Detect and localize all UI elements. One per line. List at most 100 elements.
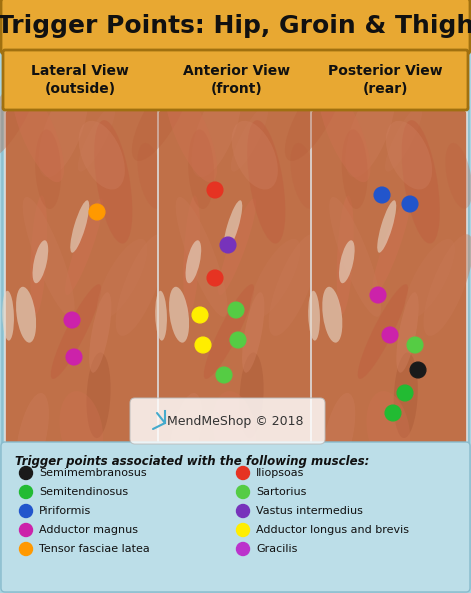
Circle shape: [236, 543, 250, 556]
Text: Adductor magnus: Adductor magnus: [39, 525, 138, 535]
Circle shape: [207, 270, 223, 286]
Ellipse shape: [132, 70, 190, 161]
Ellipse shape: [12, 81, 64, 182]
Ellipse shape: [0, 70, 37, 161]
Circle shape: [19, 524, 32, 537]
Ellipse shape: [176, 197, 227, 317]
Ellipse shape: [39, 81, 89, 177]
Ellipse shape: [155, 291, 167, 340]
Ellipse shape: [322, 393, 355, 479]
Ellipse shape: [59, 391, 103, 468]
Ellipse shape: [396, 292, 419, 372]
FancyBboxPatch shape: [311, 110, 467, 444]
Ellipse shape: [345, 81, 395, 177]
Ellipse shape: [188, 129, 214, 209]
Ellipse shape: [65, 199, 103, 295]
Ellipse shape: [268, 234, 318, 336]
Ellipse shape: [169, 393, 202, 479]
Ellipse shape: [192, 81, 241, 177]
Ellipse shape: [386, 121, 432, 190]
Text: Trigger points associated with the following muscles:: Trigger points associated with the follo…: [15, 455, 369, 468]
Circle shape: [370, 287, 386, 303]
FancyBboxPatch shape: [158, 110, 312, 444]
Ellipse shape: [89, 292, 112, 372]
Circle shape: [195, 337, 211, 353]
Ellipse shape: [337, 196, 354, 314]
Circle shape: [236, 486, 250, 499]
Ellipse shape: [231, 106, 268, 171]
Circle shape: [374, 187, 390, 203]
Ellipse shape: [377, 200, 396, 253]
Circle shape: [385, 405, 401, 421]
Ellipse shape: [97, 239, 147, 319]
Circle shape: [236, 524, 250, 537]
Ellipse shape: [32, 240, 48, 283]
Ellipse shape: [366, 391, 410, 468]
Text: Semimembranosus: Semimembranosus: [39, 468, 146, 478]
Ellipse shape: [186, 240, 201, 283]
Ellipse shape: [329, 197, 381, 317]
Ellipse shape: [30, 196, 47, 314]
Circle shape: [402, 196, 418, 212]
Ellipse shape: [423, 234, 471, 336]
Ellipse shape: [183, 196, 200, 314]
Ellipse shape: [138, 143, 164, 209]
Ellipse shape: [291, 143, 317, 209]
Circle shape: [66, 349, 82, 365]
FancyBboxPatch shape: [3, 50, 468, 110]
FancyBboxPatch shape: [1, 442, 470, 592]
Ellipse shape: [16, 287, 36, 343]
Ellipse shape: [446, 143, 471, 209]
Text: Tensor fasciae latea: Tensor fasciae latea: [39, 544, 150, 554]
Text: Semitendinosus: Semitendinosus: [39, 487, 128, 497]
Ellipse shape: [318, 81, 370, 182]
Ellipse shape: [218, 199, 256, 295]
Ellipse shape: [204, 284, 254, 379]
Ellipse shape: [2, 291, 14, 340]
FancyBboxPatch shape: [1, 0, 470, 54]
Ellipse shape: [232, 121, 278, 190]
Ellipse shape: [116, 234, 165, 336]
Circle shape: [89, 204, 105, 220]
Ellipse shape: [247, 120, 285, 244]
Text: Lateral View
(outside): Lateral View (outside): [31, 64, 129, 96]
Ellipse shape: [285, 70, 343, 161]
Circle shape: [382, 327, 398, 343]
Circle shape: [64, 312, 80, 328]
Ellipse shape: [16, 393, 49, 479]
FancyBboxPatch shape: [5, 110, 159, 444]
Ellipse shape: [165, 81, 217, 182]
Circle shape: [192, 307, 208, 323]
Text: Iliopsoas: Iliopsoas: [256, 468, 304, 478]
Ellipse shape: [23, 197, 75, 317]
Ellipse shape: [308, 291, 320, 340]
Ellipse shape: [394, 352, 418, 438]
Ellipse shape: [242, 292, 264, 372]
Ellipse shape: [402, 120, 440, 244]
Ellipse shape: [212, 391, 256, 468]
FancyBboxPatch shape: [130, 398, 325, 444]
Ellipse shape: [250, 239, 300, 319]
Ellipse shape: [87, 352, 111, 438]
Ellipse shape: [322, 287, 342, 343]
Text: Trigger Points: Hip, Groin & Thigh: Trigger Points: Hip, Groin & Thigh: [0, 14, 471, 38]
Text: Posterior View
(rear): Posterior View (rear): [328, 64, 442, 96]
Ellipse shape: [51, 284, 101, 379]
Circle shape: [397, 385, 413, 401]
Ellipse shape: [223, 200, 242, 253]
Circle shape: [220, 237, 236, 253]
Circle shape: [207, 182, 223, 198]
Circle shape: [236, 467, 250, 480]
Ellipse shape: [372, 199, 410, 295]
Text: Anterior View
(front): Anterior View (front): [183, 64, 291, 96]
Text: Gracilis: Gracilis: [256, 544, 297, 554]
Ellipse shape: [385, 106, 422, 171]
Circle shape: [407, 337, 423, 353]
Text: Adductor longus and brevis: Adductor longus and brevis: [256, 525, 409, 535]
Ellipse shape: [404, 239, 455, 319]
Ellipse shape: [70, 200, 89, 253]
Ellipse shape: [240, 352, 264, 438]
Circle shape: [230, 332, 246, 348]
Ellipse shape: [357, 284, 408, 379]
Text: Piriformis: Piriformis: [39, 506, 91, 516]
